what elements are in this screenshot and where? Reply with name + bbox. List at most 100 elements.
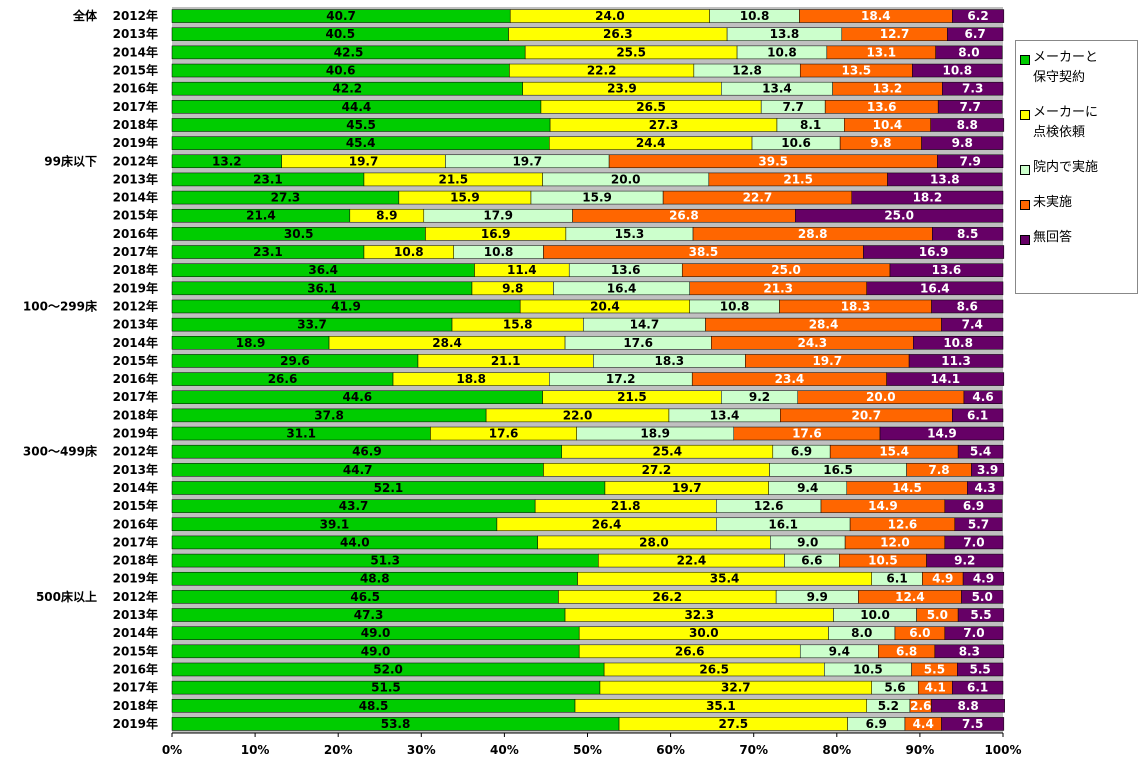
data-label: 9.8 xyxy=(502,281,523,295)
y-tick-label: 2013年 xyxy=(113,317,158,332)
data-label: 22.4 xyxy=(677,554,707,568)
data-label: 37.8 xyxy=(314,408,344,422)
data-label: 2.6 xyxy=(910,699,931,713)
data-label: 30.5 xyxy=(284,227,314,241)
data-label: 3.9 xyxy=(977,463,998,477)
legend-swatch xyxy=(1020,110,1030,120)
group-label: 500床以上 xyxy=(36,589,97,604)
data-label: 6.2 xyxy=(967,9,988,23)
data-label: 6.1 xyxy=(967,681,988,695)
data-label: 53.8 xyxy=(381,717,411,731)
legend-item: メーカーに 点検依頼 xyxy=(1020,105,1133,143)
data-label: 19.7 xyxy=(512,154,542,168)
data-label: 19.7 xyxy=(349,154,379,168)
legend: メーカーと 保守契約 メーカーに 点検依頼 院内で実施 未実施 無回答 xyxy=(1015,40,1138,294)
data-label: 5.5 xyxy=(924,662,945,676)
data-label: 8.5 xyxy=(957,227,978,241)
data-label: 31.1 xyxy=(286,427,316,441)
data-label: 39.5 xyxy=(758,154,788,168)
data-label: 7.9 xyxy=(960,154,981,168)
data-label: 5.5 xyxy=(970,662,991,676)
data-label: 8.0 xyxy=(851,626,872,640)
data-label: 19.7 xyxy=(672,481,702,495)
bar-segment xyxy=(795,208,1004,223)
data-label: 17.9 xyxy=(483,209,513,223)
y-tick-label: 2014年 xyxy=(113,190,158,205)
data-label: 9.2 xyxy=(954,554,975,568)
legend-label: 院内で実施 xyxy=(1033,160,1099,175)
data-label: 20.0 xyxy=(866,390,896,404)
data-label: 6.1 xyxy=(886,572,907,586)
data-label: 26.5 xyxy=(636,100,666,114)
data-label: 8.1 xyxy=(800,118,821,132)
data-label: 23.1 xyxy=(253,172,283,186)
data-label: 9.4 xyxy=(797,481,818,495)
group-label: 全体 xyxy=(72,8,98,23)
bar-segment xyxy=(941,317,1004,332)
data-label: 5.6 xyxy=(884,681,905,695)
bar-segment xyxy=(863,245,1005,259)
data-label: 24.0 xyxy=(595,9,625,23)
data-label: 14.9 xyxy=(868,499,898,513)
data-label: 24.3 xyxy=(797,336,827,350)
data-label: 44.6 xyxy=(343,390,373,404)
data-label: 46.9 xyxy=(352,445,382,459)
bar-segment xyxy=(952,680,1004,695)
data-label: 6.9 xyxy=(963,499,984,513)
data-label: 13.5 xyxy=(842,64,872,78)
data-label: 12.7 xyxy=(880,27,910,41)
data-label: 8.8 xyxy=(957,699,978,713)
data-label: 5.0 xyxy=(972,590,993,604)
y-tick-label: 2017年 xyxy=(113,99,158,114)
x-tick-label: 40% xyxy=(490,743,519,757)
data-label: 4.9 xyxy=(973,572,994,586)
data-label: 24.4 xyxy=(636,136,666,150)
bar-segment xyxy=(957,444,1004,459)
group-label: 100～299床 xyxy=(23,298,98,313)
y-tick-label: 2019年 xyxy=(113,135,158,150)
data-label: 13.4 xyxy=(710,408,740,422)
data-label: 49.0 xyxy=(361,644,391,658)
data-label: 16.1 xyxy=(768,517,798,531)
y-tick-label: 2018年 xyxy=(113,553,158,568)
data-label: 6.1 xyxy=(967,408,988,422)
data-label: 52.0 xyxy=(373,662,403,676)
data-label: 25.0 xyxy=(884,209,914,223)
data-label: 48.5 xyxy=(359,699,389,713)
data-label: 16.4 xyxy=(920,281,950,295)
data-label: 25.5 xyxy=(616,45,646,59)
data-label: 35.1 xyxy=(706,699,736,713)
y-tick-label: 2017年 xyxy=(113,244,158,259)
data-label: 21.5 xyxy=(783,172,813,186)
legend-item: 院内で実施 xyxy=(1020,160,1133,178)
data-label: 6.9 xyxy=(866,717,887,731)
data-label: 26.5 xyxy=(699,662,729,676)
data-label: 9.8 xyxy=(870,136,891,150)
plot-area xyxy=(172,7,1003,733)
data-label: 17.6 xyxy=(489,427,519,441)
bar-segment xyxy=(971,463,1005,477)
data-label: 11.3 xyxy=(941,354,971,368)
data-label: 10.8 xyxy=(720,299,750,313)
bar-segment xyxy=(935,45,1003,60)
bar-segment xyxy=(926,553,1004,568)
bar-segment xyxy=(952,408,1004,423)
bar-segment xyxy=(851,190,1004,205)
data-label: 10.8 xyxy=(394,245,424,259)
legend-item: 未実施 xyxy=(1020,195,1133,213)
data-label: 9.2 xyxy=(749,390,770,404)
data-label: 27.3 xyxy=(271,191,301,205)
data-label: 10.8 xyxy=(484,245,514,259)
data-label: 13.6 xyxy=(867,100,897,114)
legend-item: メーカーと 保守契約 xyxy=(1020,50,1133,88)
x-tick-label: 20% xyxy=(324,743,353,757)
y-tick-label: 2019年 xyxy=(113,426,158,441)
data-label: 21.1 xyxy=(491,354,521,368)
x-tick-label: 10% xyxy=(241,743,270,757)
bar-segment xyxy=(931,299,1004,314)
data-label: 32.3 xyxy=(684,608,714,622)
data-label: 47.3 xyxy=(354,608,384,622)
bar-segment xyxy=(912,63,1003,78)
data-label: 28.4 xyxy=(809,318,839,332)
data-label: 9.0 xyxy=(797,535,818,549)
